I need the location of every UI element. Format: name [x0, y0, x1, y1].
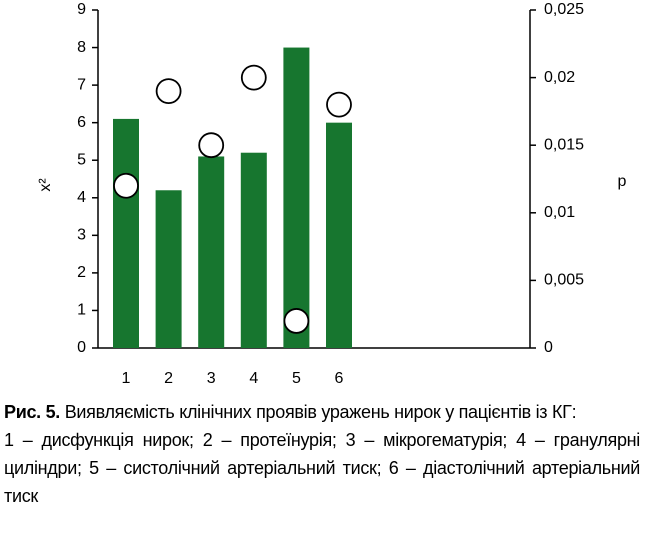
y-tick-label: 3 — [77, 227, 86, 244]
bar — [283, 47, 310, 349]
x-tick-label: 3 — [207, 370, 216, 387]
caption: Рис. 5. Виявляємість клінічних проявів у… — [4, 398, 640, 510]
y-tick-label: 8 — [77, 39, 86, 56]
point — [283, 308, 310, 334]
y2-tick-label: 0,015 — [544, 136, 584, 153]
y-axis-label: x² — [37, 178, 54, 192]
bar — [113, 118, 139, 349]
caption-title: Виявляємість клінічних проявів уражень н… — [64, 402, 577, 422]
y-tick-label: 2 — [77, 264, 86, 281]
caption-label: Рис. 5. — [4, 402, 60, 422]
y-tick-label: 1 — [77, 302, 86, 319]
bar — [326, 122, 352, 349]
y2-tick-label: 0 — [544, 339, 553, 356]
y2-tick-label: 0,01 — [544, 204, 575, 221]
point — [155, 78, 182, 105]
x-tick-label: 2 — [164, 370, 173, 387]
y2-tick-label: 0,025 — [544, 1, 584, 18]
x-tick-label: 4 — [249, 370, 258, 387]
y2-tick-label: 0,005 — [544, 272, 584, 289]
point — [113, 172, 139, 199]
y-tick-label: 9 — [77, 1, 86, 18]
x-tick-label: 1 — [122, 370, 131, 387]
caption-legend: 1 – дисфункція нирок; 2 – протеїнурія; 3… — [4, 430, 640, 506]
x-tick-label: 5 — [292, 370, 301, 387]
bar — [198, 156, 225, 348]
y-tick-label: 0 — [77, 339, 86, 356]
y-tick-label: 7 — [77, 76, 86, 93]
y-tick-label: 4 — [77, 189, 86, 206]
y-tick-label: 6 — [77, 114, 86, 131]
point — [198, 132, 225, 159]
bar — [155, 190, 182, 348]
bar — [240, 152, 267, 348]
y2-tick-label: 0,02 — [544, 69, 575, 86]
point — [326, 91, 352, 118]
point — [240, 64, 267, 91]
chart: x² p 0 1 2 3 4 5 6 7 8 9 0 0,005 0,01 0,015 0,02 0,025 1… — [37, 1, 627, 387]
y2-axis-label: p — [618, 173, 627, 190]
y-tick-label: 5 — [77, 151, 86, 168]
x-tick-label: 6 — [335, 370, 344, 387]
